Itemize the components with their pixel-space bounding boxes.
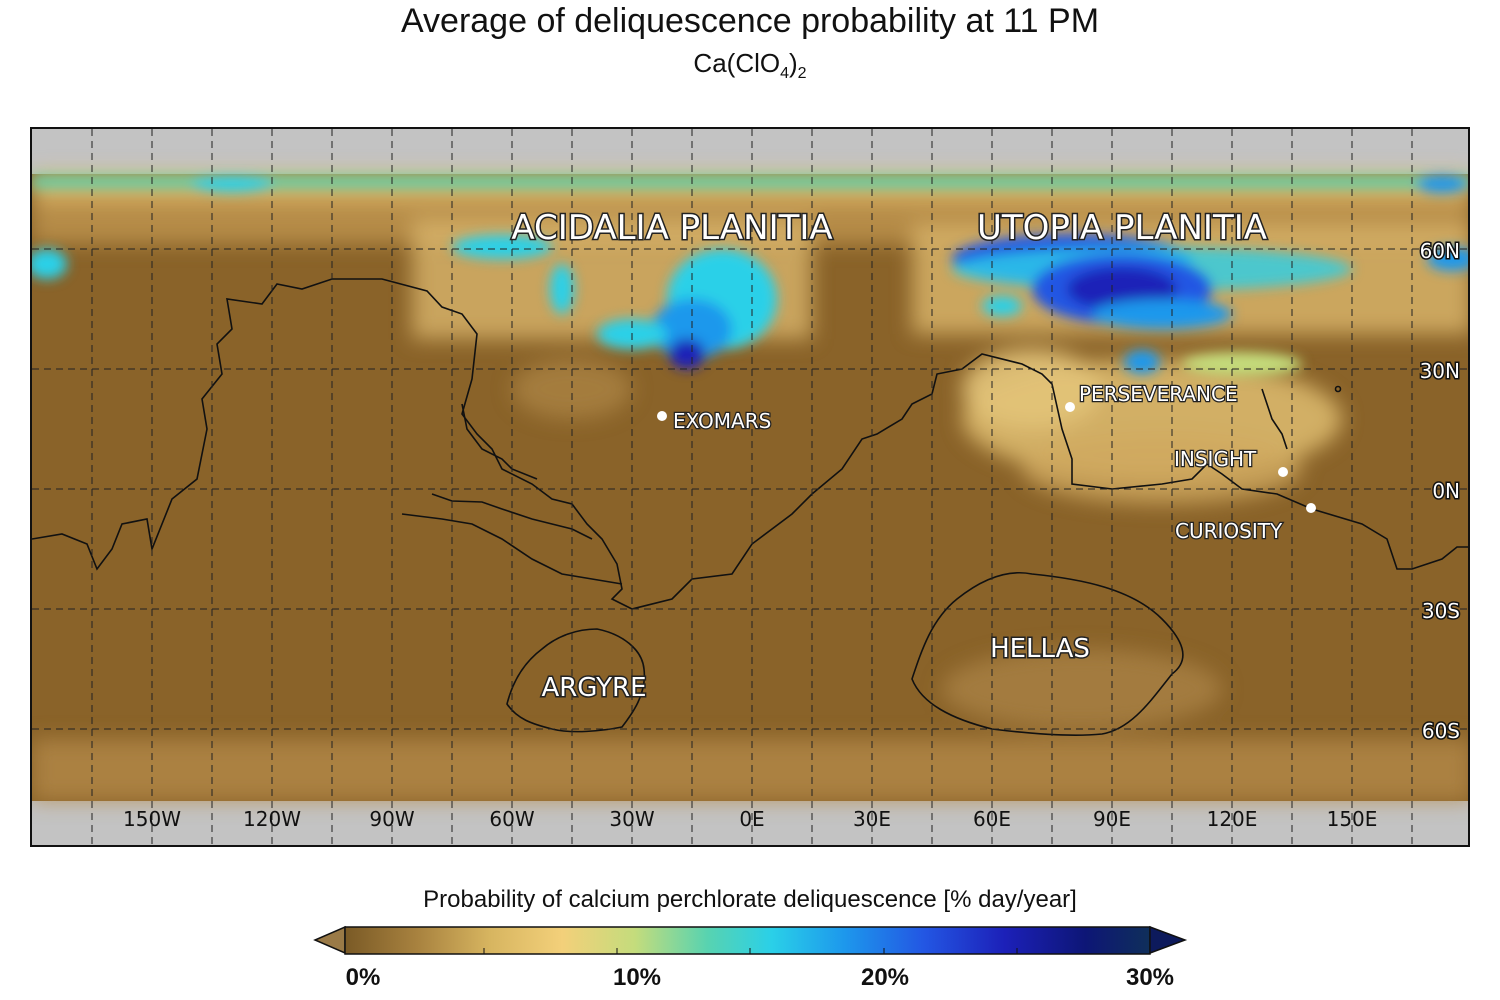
colorbar-tick-label: 0% — [345, 964, 381, 991]
site-marker-curiosity — [1306, 503, 1316, 513]
lon-label: 60W — [489, 807, 534, 831]
chart-subtitle: Ca(ClO4)2 — [693, 48, 807, 83]
lon-label: 90W — [369, 807, 414, 831]
colorbar-gradient — [344, 926, 1151, 955]
chart-title: Average of deliquescence probability at … — [400, 2, 1100, 40]
nodata-band-top — [32, 129, 1468, 174]
lon-label: 0E — [739, 807, 764, 831]
site-label-insight: INSIGHT — [1174, 447, 1257, 471]
lon-label: 150E — [1327, 807, 1378, 831]
lat-label: 0N — [1432, 479, 1460, 503]
region-label-argyre: ARGYRE — [541, 673, 646, 703]
lat-label: 60N — [1420, 239, 1460, 263]
lon-label: 60E — [973, 807, 1011, 831]
region-label-acidalia: ACIDALIA PLANITIA — [511, 208, 832, 248]
site-marker-exomars — [657, 411, 667, 421]
mars-map: 150W 120W 90W 60W 30W 0E 30E 60E 90E 120… — [30, 127, 1470, 847]
colorbar-title: Probability of calcium perchlorate deliq… — [423, 886, 1077, 913]
topography-contours — [32, 278, 1468, 736]
lat-label: 30S — [1422, 599, 1460, 623]
lon-label: 150W — [123, 807, 181, 831]
gridlines — [32, 129, 1468, 845]
site-label-exomars: EXOMARS — [673, 409, 771, 433]
colorbar-min-arrow — [313, 925, 346, 955]
lat-label: 30N — [1420, 359, 1460, 383]
lon-label: 30W — [609, 807, 654, 831]
site-marker-perseverance — [1065, 402, 1075, 412]
lat-label: 60S — [1422, 719, 1460, 743]
region-label-hellas: HELLAS — [990, 634, 1090, 664]
colorbar-max-arrow — [1149, 925, 1188, 955]
region-label-utopia: UTOPIA PLANITIA — [977, 208, 1267, 248]
lon-label: 30E — [853, 807, 891, 831]
site-label-curiosity: CURIOSITY — [1175, 519, 1283, 543]
site-label-perseverance: PERSEVERANCE — [1079, 382, 1238, 406]
nodata-band-bottom — [32, 801, 1468, 845]
colorbar-tick-label: 30% — [1125, 964, 1175, 991]
landing-sites — [657, 402, 1316, 513]
colorbar-tick-label: 10% — [612, 964, 662, 991]
colorbar-tick-label: 20% — [860, 964, 910, 991]
colorbar-ticks — [483, 948, 1018, 954]
lon-label: 120W — [243, 807, 301, 831]
lon-label: 120E — [1207, 807, 1258, 831]
map-canvas: 150W 120W 90W 60W 30W 0E 30E 60E 90E 120… — [32, 129, 1468, 845]
site-marker-insight — [1278, 467, 1288, 477]
lon-label: 90E — [1093, 807, 1131, 831]
